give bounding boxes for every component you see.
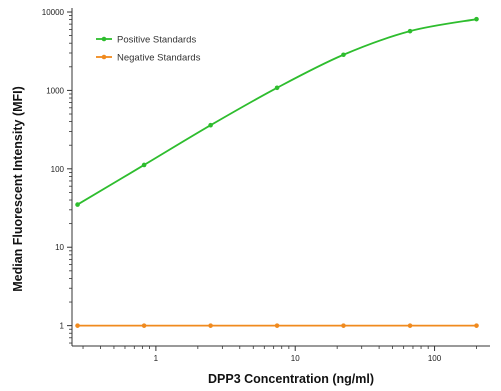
data-point-negative bbox=[208, 323, 213, 328]
data-point-negative bbox=[341, 323, 346, 328]
axes: 1 10 100 1000 10000 1 10 100 bbox=[42, 8, 490, 363]
x-axis-title: DPP3 Concentration (ng/ml) bbox=[208, 372, 374, 386]
y-tick-label: 10 bbox=[55, 243, 64, 252]
data-point-negative bbox=[474, 323, 479, 328]
data-point-positive bbox=[274, 85, 280, 91]
y-tick-label: 1 bbox=[60, 322, 65, 331]
x-tick-label: 10 bbox=[291, 354, 300, 363]
y-axis-title: Median Fluorescent Intensity (MFI) bbox=[11, 86, 25, 292]
legend-label-negative: Negative Standards bbox=[117, 53, 201, 64]
series-line-positive bbox=[77, 18, 477, 206]
data-point-positive bbox=[341, 52, 346, 58]
data-point-negative bbox=[274, 323, 280, 328]
x-tick-label: 1 bbox=[154, 354, 159, 363]
data-point-negative bbox=[141, 323, 147, 328]
data-point-positive bbox=[208, 122, 213, 128]
data-point-negative bbox=[75, 323, 80, 328]
data-point-positive bbox=[407, 28, 413, 34]
data-point-positive bbox=[474, 16, 479, 22]
plot-area bbox=[75, 16, 479, 328]
x-tick-label: 100 bbox=[428, 354, 442, 363]
data-point-positive bbox=[75, 202, 80, 207]
data-point-negative bbox=[407, 323, 413, 328]
legend-marker-positive bbox=[101, 36, 107, 42]
data-point-positive bbox=[141, 162, 147, 168]
y-tick-label: 100 bbox=[51, 165, 65, 174]
y-tick-label: 10000 bbox=[42, 8, 65, 17]
y-tick-label: 1000 bbox=[46, 86, 64, 95]
legend-marker-negative bbox=[101, 54, 107, 60]
legend-label-positive: Positive Standards bbox=[117, 35, 196, 46]
legend: Positive Standards Negative Standards bbox=[96, 35, 201, 64]
